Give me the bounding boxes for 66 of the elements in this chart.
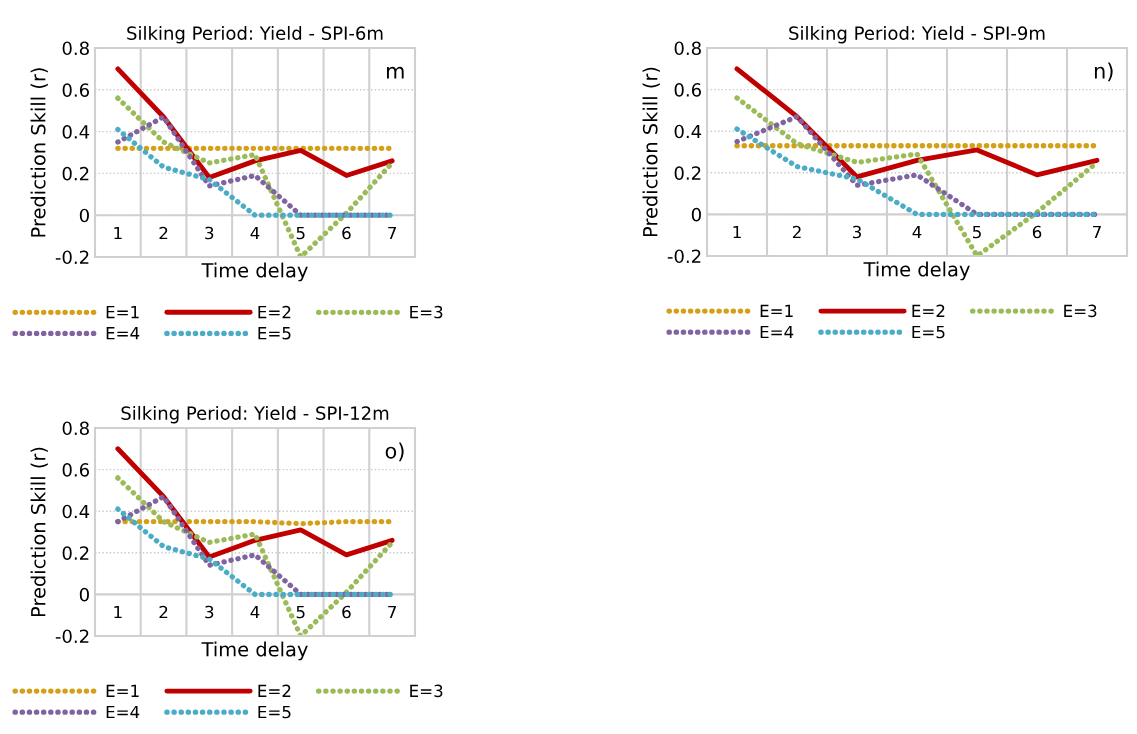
x-tick-label: 4 [250,226,260,240]
x-tick-label: 3 [852,225,861,239]
y-tick-label: 0.4 [674,124,702,139]
x-tick-label: 7 [1093,225,1101,239]
x-tick-label: 6 [342,226,351,240]
y-tick-label: 0.4 [62,504,90,519]
y-tick-label: -0.2 [667,249,701,264]
legend-label: E=3 [1064,304,1097,318]
y-axis-title: Prediction Skill (r) [30,447,48,617]
y-axis-title: Prediction Skill (r) [642,67,660,237]
x-tick-label: 2 [159,226,168,240]
y-tick-label: 0.8 [674,41,701,56]
y-tick-label: 0.6 [62,83,89,97]
legend-label: E=1 [106,684,139,697]
x-axis-title: Time delay [201,262,308,282]
legend-label: E=5 [258,327,291,340]
chart-title: Silking Period: Yield - SPI-9m [789,25,1045,44]
x-tick-label: 4 [912,225,922,239]
legend-label: E=1 [106,305,139,319]
legend-label: E=1 [760,304,793,317]
legend-label: E=4 [106,327,140,340]
y-tick-label: 0.2 [62,546,89,560]
x-tick-label: 4 [250,605,260,619]
y-tick-label: 0.8 [62,41,89,56]
legend-label: E=2 [912,304,945,317]
x-tick-label: 5 [296,605,305,619]
y-tick-label: 0.6 [62,463,89,477]
x-tick-label: 6 [1032,225,1042,239]
y-tick-label: 0 [79,587,89,602]
x-tick-label: 6 [342,605,351,619]
legend-label: E=2 [258,305,291,319]
y-tick-label: 0.2 [674,166,701,180]
y-tick-label: 0.8 [62,421,89,436]
annotation: o) [385,442,404,462]
x-tick-label: 2 [159,605,168,619]
x-tick-label: 3 [205,226,214,240]
legend-label: E=3 [410,684,443,698]
x-tick-label: 5 [972,225,981,239]
x-axis-title: Time delay [201,641,308,661]
legend-label: E=5 [258,705,291,719]
x-axis-title: Time delay [863,261,970,281]
legend-label: E=5 [912,325,945,339]
legend-label: E=4 [106,705,140,719]
x-tick-label: 7 [388,226,397,240]
legend-label: E=3 [410,305,443,319]
chart-title: Silking Period: Yield - SPI-6m [127,25,383,44]
y-tick-label: -0.2 [55,629,89,644]
legend-label: E=4 [760,325,794,339]
y-axis-title: Prediction Skill (r) [30,68,48,237]
y-tick-label: 0.4 [62,125,90,139]
y-tick-label: -0.2 [55,250,89,265]
annotation: n) [1094,62,1113,82]
y-tick-label: 0.2 [62,166,89,181]
legend-label: E=2 [258,684,291,697]
y-tick-label: 0.6 [674,83,701,97]
y-tick-label: 0 [79,208,89,223]
x-tick-label: 2 [792,225,801,239]
x-tick-label: 1 [114,226,122,240]
x-tick-label: 5 [296,226,305,240]
annotation: m [387,66,404,79]
x-tick-label: 1 [114,605,122,619]
x-tick-label: 7 [388,605,397,619]
chart-title: Silking Period: Yield - SPI-12m [121,405,389,424]
x-tick-label: 1 [733,225,741,239]
x-tick-label: 3 [205,605,214,619]
y-tick-label: 0 [691,207,701,222]
